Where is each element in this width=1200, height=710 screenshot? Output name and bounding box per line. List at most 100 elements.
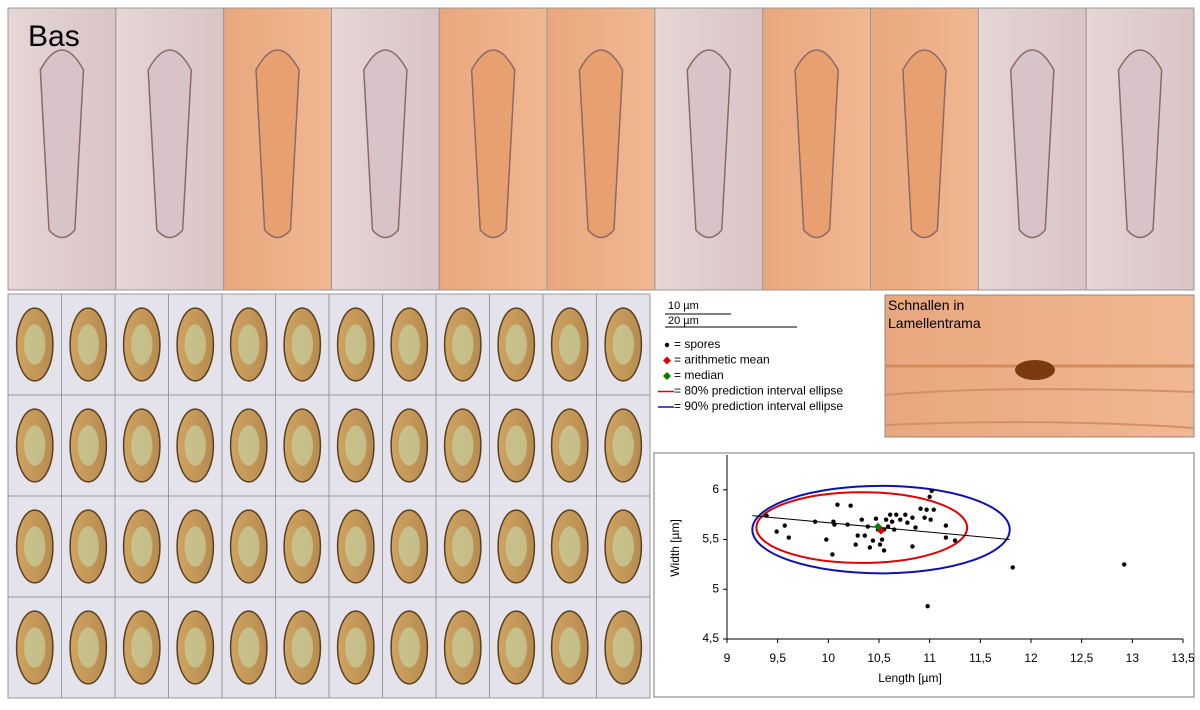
spore-inner [452, 324, 474, 365]
clamp-title: Schnallen in Lamellentrama [888, 297, 981, 331]
spore-point [862, 533, 868, 538]
x-tick-label: 10,5 [867, 651, 891, 665]
basidium [1117, 49, 1163, 239]
spore-point [867, 545, 873, 550]
spore-inner [184, 627, 206, 668]
spore-inner [291, 627, 313, 668]
photo-detail [1015, 360, 1055, 380]
spore-point [873, 516, 879, 521]
spore-point [903, 512, 908, 517]
basidium [1009, 49, 1055, 239]
spore-inner [612, 627, 634, 668]
spore-point [894, 512, 899, 517]
spore-inner [612, 324, 634, 365]
spore-inner [291, 425, 313, 466]
spore-inner [559, 324, 581, 365]
clamp-title-line: Schnallen in [888, 297, 964, 313]
legend-label: = arithmetic mean [674, 353, 770, 367]
scale-bars: 10 µm 20 µm [665, 300, 797, 328]
legend-label: = 90% prediction interval ellipse [674, 399, 843, 413]
y-tick-label: 5,5 [702, 532, 719, 546]
spore-inner [24, 526, 46, 567]
spore-point [910, 544, 915, 549]
y-tick-label: 4,5 [702, 631, 719, 645]
spore-point [786, 535, 792, 540]
spore-inner [77, 526, 99, 567]
spore-point [885, 524, 891, 529]
spore-point [943, 535, 949, 540]
spore-point [881, 548, 887, 553]
spore-inner [238, 526, 260, 567]
spore-point [830, 552, 835, 557]
spore-point [1010, 565, 1015, 570]
spore-inner [77, 627, 99, 668]
spore-point [924, 507, 929, 512]
legend-label: = median [674, 368, 724, 382]
spore-inner [612, 425, 634, 466]
spore-point [952, 538, 958, 543]
spore-point [898, 517, 903, 522]
basidium [147, 49, 193, 239]
basidium [39, 49, 85, 239]
chart-frame [653, 452, 1195, 698]
spore-inner [238, 627, 260, 668]
spore-inner [238, 425, 260, 466]
x-tick-label: 9,5 [769, 651, 786, 665]
spore-inner [184, 324, 206, 365]
spore-inner [24, 324, 46, 365]
prediction-ellipse [751, 484, 1011, 575]
panel-title: Bas [28, 20, 80, 53]
spore-inner [24, 425, 46, 466]
spore-inner [398, 324, 420, 365]
spore-point [832, 522, 837, 527]
spore-inner [345, 627, 367, 668]
spore-point [913, 525, 918, 530]
legend-label: = spores [674, 337, 720, 351]
spore-point [845, 522, 850, 527]
spore-point [812, 519, 818, 524]
spore-inner [77, 425, 99, 466]
x-tick-label: 13 [1126, 651, 1140, 665]
legend-marker [663, 372, 671, 380]
spore-point [879, 537, 885, 542]
spore-inner [559, 526, 581, 567]
spore-inner [131, 425, 153, 466]
spore-point [764, 513, 769, 518]
spore-inner [345, 526, 367, 567]
basidium [794, 49, 839, 239]
spore-inner [398, 425, 420, 466]
spore-inner [398, 526, 420, 567]
x-tick-label: 11,5 [969, 651, 992, 665]
spore-point [865, 524, 871, 529]
spore-inner [131, 324, 153, 365]
spore-inner [398, 627, 420, 668]
spore-point [928, 517, 933, 522]
basidium [902, 49, 947, 239]
spore-inner [505, 324, 527, 365]
spore-point [824, 537, 829, 542]
spore-point [910, 515, 915, 520]
spore-inner [559, 425, 581, 466]
basidium [470, 49, 516, 239]
spore-point [943, 523, 949, 528]
spore-point [918, 506, 923, 511]
basidium [255, 49, 300, 239]
spore-point [835, 502, 840, 507]
spore-inner [131, 526, 153, 567]
spore-point [905, 520, 910, 525]
x-tick-label: 12,5 [1070, 651, 1094, 665]
photo-detail [884, 388, 1195, 429]
x-tick-label: 9 [724, 651, 731, 665]
basidium [686, 49, 732, 239]
spore-point [1122, 562, 1127, 567]
scale-label: 10 µm [668, 300, 699, 312]
spore-point [877, 542, 883, 547]
spore-inner [612, 526, 634, 567]
legend-marker [664, 342, 670, 348]
clamp-photo: Schnallen in Lamellentrama [884, 294, 1195, 438]
spore-point [782, 523, 787, 528]
spore-inner [24, 627, 46, 668]
legend: = spores = arithmetic mean= median = 80% p… [658, 337, 843, 413]
y-tick-label: 6 [712, 482, 719, 496]
